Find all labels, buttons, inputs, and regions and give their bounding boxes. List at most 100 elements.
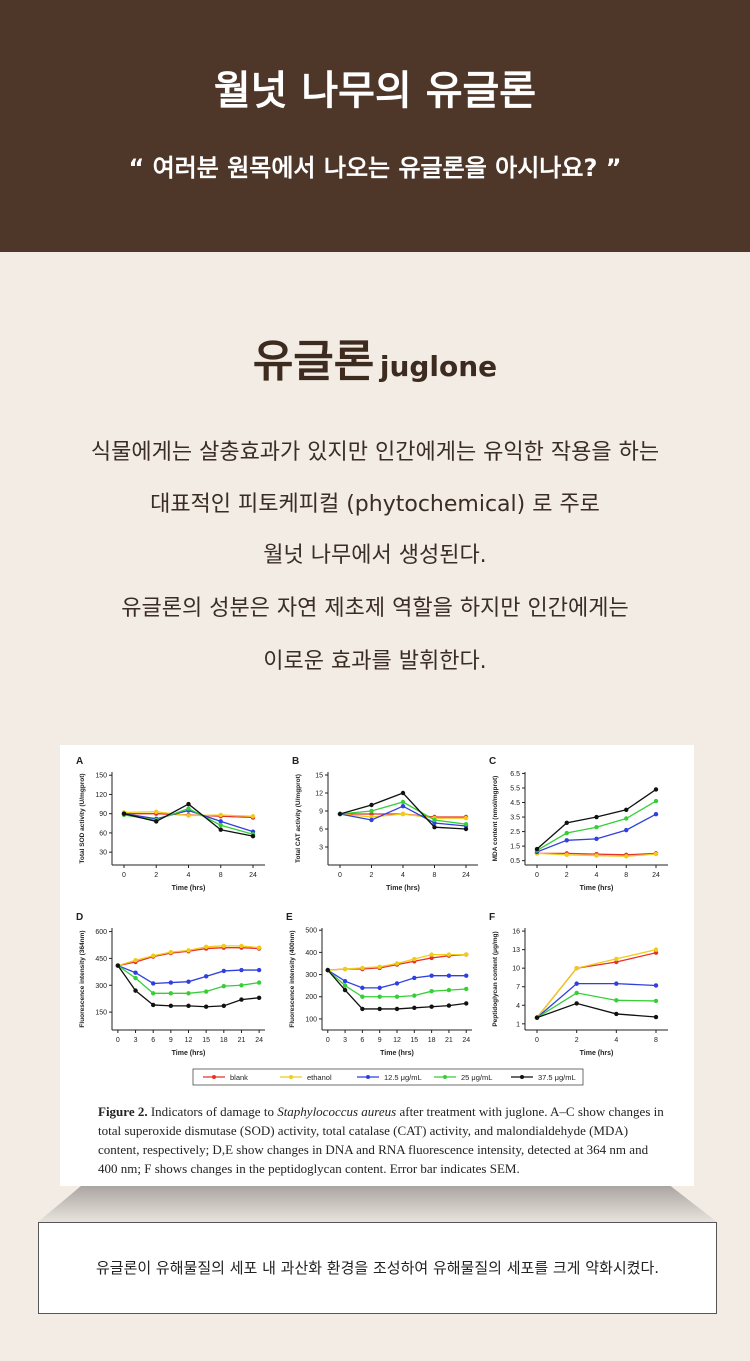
data-point [624,827,629,833]
section-title: 유글론 juglone [0,325,750,389]
data-point [564,838,569,843]
data-point [239,943,244,949]
y-tick-label: 500 [305,928,317,935]
y-tick-label: 90 [99,811,107,818]
x-tick-label: 8 [433,872,437,879]
x-tick-label: 24 [462,1037,470,1044]
x-tick-label: 24 [462,872,470,879]
data-point [624,807,629,812]
note-box: 유글론이 유해물질의 세포 내 과산화 환경을 조성하여 유해물질의 세포를 크… [38,1222,717,1314]
data-point [377,1006,382,1012]
data-point [218,827,223,832]
data-point [429,988,434,994]
data-point [394,961,400,966]
data-point [446,973,452,978]
data-point [150,991,156,996]
data-point [218,819,223,824]
data-point [464,952,469,957]
y-tick-label: 16 [512,929,520,936]
x-axis-label: Time (hrs) [386,885,420,892]
x-tick-label: 0 [535,872,539,879]
body-line: 이로운 효과를 발휘한다. [263,649,487,674]
x-tick-label: 8 [624,872,628,879]
data-point [463,822,469,827]
legend-label: ethanol [307,1073,332,1082]
data-point [133,958,138,963]
y-tick-label: 1 [516,1021,520,1028]
data-point [429,955,434,961]
data-point [256,980,262,985]
body-line: 유글론의 성분은 자연 제초제 역할을 하지만 인간에게는 [121,596,629,621]
data-point [154,819,159,824]
x-axis-label: Time (hrs) [380,1050,414,1057]
y-tick-label: 4.5 [510,800,520,807]
y-axis-label: MDA content (nmol/mgprot) [492,776,499,862]
panel-label: F [489,912,495,923]
data-point [464,973,469,978]
data-point [464,1001,469,1006]
data-point [624,854,629,859]
data-point [360,985,365,991]
y-tick-label: 10 [512,966,520,973]
y-tick-label: 60 [99,830,107,837]
data-point [534,846,540,852]
data-point [360,965,365,971]
x-tick-label: 12 [393,1037,401,1044]
data-point [574,965,579,971]
data-point [653,787,659,792]
data-point [168,1003,174,1009]
data-point [653,947,659,952]
panel-label: A [76,756,83,767]
y-tick-label: 150 [95,1010,107,1017]
y-tick-label: 12 [315,791,323,798]
x-axis-label: Time (hrs) [172,885,206,892]
data-point [594,814,599,820]
y-axis-label: Fluorescence intensity (400nm) [289,930,296,1027]
series-line [536,1002,657,1019]
series-line [536,982,657,1019]
data-point [239,983,244,988]
data-point [203,1004,209,1009]
y-tick-label: 30 [99,850,107,857]
x-tick-label: 8 [654,1037,658,1044]
data-point [432,825,437,830]
legend-marker [289,1075,293,1079]
data-point [256,967,262,973]
x-tick-label: 8 [219,872,223,879]
x-tick-label: 2 [154,872,158,879]
data-point [614,956,619,962]
data-point [594,825,599,830]
y-tick-label: 150 [95,773,107,780]
data-point [154,809,159,814]
data-point [653,798,659,804]
data-point [133,970,138,975]
data-point [464,986,469,992]
x-tick-label: 18 [428,1037,436,1044]
title-ko: 유글론 [252,336,375,387]
header-title: 월넛 나무의 유글론 [213,68,537,114]
legend-label: 37.5 μg/mL [538,1073,576,1082]
data-point [377,994,382,999]
data-point [463,826,469,832]
data-point [412,993,417,998]
data-point [360,1006,365,1012]
data-point [186,948,191,953]
data-point [614,981,619,986]
x-tick-label: 6 [360,1037,364,1044]
data-point [394,1006,400,1012]
x-axis-label: Time (hrs) [580,1050,614,1057]
data-point [218,812,223,818]
data-point [186,801,191,807]
data-point [250,814,256,819]
x-tick-label: 0 [535,1037,539,1044]
data-point [534,1015,540,1020]
legend-marker [366,1075,370,1079]
y-tick-label: 9 [319,809,323,816]
y-tick-label: 300 [95,983,107,990]
x-tick-label: 4 [401,872,405,879]
legend-marker [212,1075,216,1079]
header-subtitle: “ 여러분 원목에서 나오는 유글론을 아시나요? ” [128,154,622,182]
caption-label: Figure 2. [98,1104,148,1119]
data-point [564,852,569,858]
data-point [653,998,659,1004]
